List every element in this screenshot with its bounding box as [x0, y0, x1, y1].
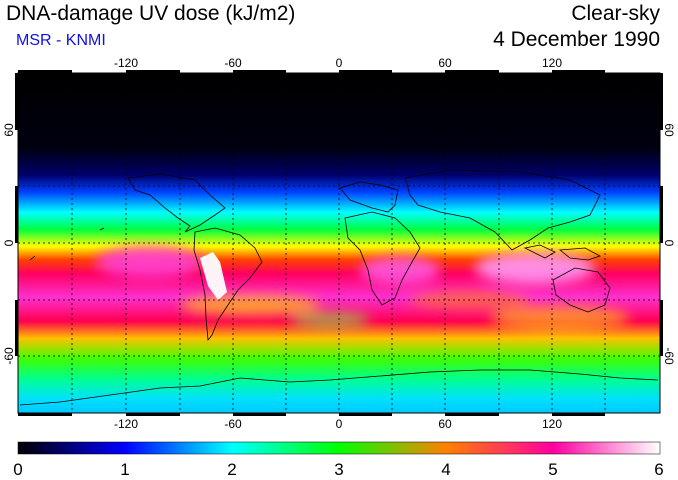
date-label: 4 December 1990: [493, 28, 660, 51]
colorbar-tick-label: 1: [120, 460, 129, 479]
colorbar-tick-label: 2: [227, 460, 236, 479]
colorbar-tick-label: 5: [548, 460, 557, 479]
lon-tick-bottom: 60: [438, 417, 452, 431]
lat-tick-right: 60: [662, 123, 676, 137]
source-label: MSR - KNMI: [16, 32, 106, 49]
lon-tick-top: -120: [114, 56, 138, 70]
colorbar-tick-label: 0: [13, 460, 22, 479]
lon-tick-top: 120: [542, 56, 562, 70]
lon-tick-bottom: 0: [336, 417, 343, 431]
lat-tick-left: 60: [2, 123, 16, 137]
coastlines: [19, 169, 659, 406]
sky-condition-label: Clear-sky: [571, 2, 660, 25]
lat-tick-left: 0: [2, 239, 16, 246]
lat-tick-left: -60: [2, 347, 16, 365]
lon-tick-bottom: -120: [114, 417, 138, 431]
lat-tick-right: -60: [662, 347, 676, 365]
lon-tick-bottom: -60: [224, 417, 242, 431]
colorbar-tick-label: 3: [334, 460, 343, 479]
colorbar-tick-label: 6: [654, 460, 663, 479]
colorbar-tick-label: 4: [441, 460, 450, 479]
colorbar: [17, 441, 661, 455]
lat-tick-right: 0: [662, 240, 676, 247]
lon-tick-top: -60: [224, 56, 242, 70]
lon-tick-top: 60: [438, 56, 452, 70]
graticule: [18, 73, 660, 413]
lon-tick-bottom: 120: [542, 417, 562, 431]
lon-tick-top: 0: [336, 56, 343, 70]
map-title: DNA-damage UV dose (kJ/m2): [6, 2, 296, 25]
map-border-scale: [15, 70, 663, 416]
